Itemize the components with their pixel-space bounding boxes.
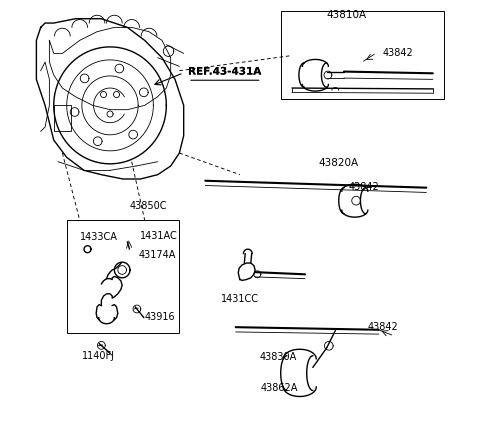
Text: 43842: 43842: [383, 48, 414, 58]
Text: 43810A: 43810A: [327, 10, 367, 20]
Text: 43862A: 43862A: [261, 383, 298, 393]
Text: 1140FJ: 1140FJ: [82, 351, 115, 361]
Text: 43842: 43842: [368, 322, 398, 332]
Text: 1431CC: 1431CC: [220, 294, 259, 304]
Text: 43842: 43842: [348, 182, 379, 192]
Text: 43850C: 43850C: [130, 201, 167, 211]
Text: 43820A: 43820A: [318, 157, 358, 167]
Text: 43174A: 43174A: [138, 250, 176, 260]
Text: 43916: 43916: [144, 312, 175, 322]
Text: 1433CA: 1433CA: [80, 232, 118, 242]
Text: 43830A: 43830A: [260, 352, 297, 362]
Text: REF.43-431A: REF.43-431A: [188, 67, 262, 77]
Text: 1431AC: 1431AC: [140, 231, 178, 241]
